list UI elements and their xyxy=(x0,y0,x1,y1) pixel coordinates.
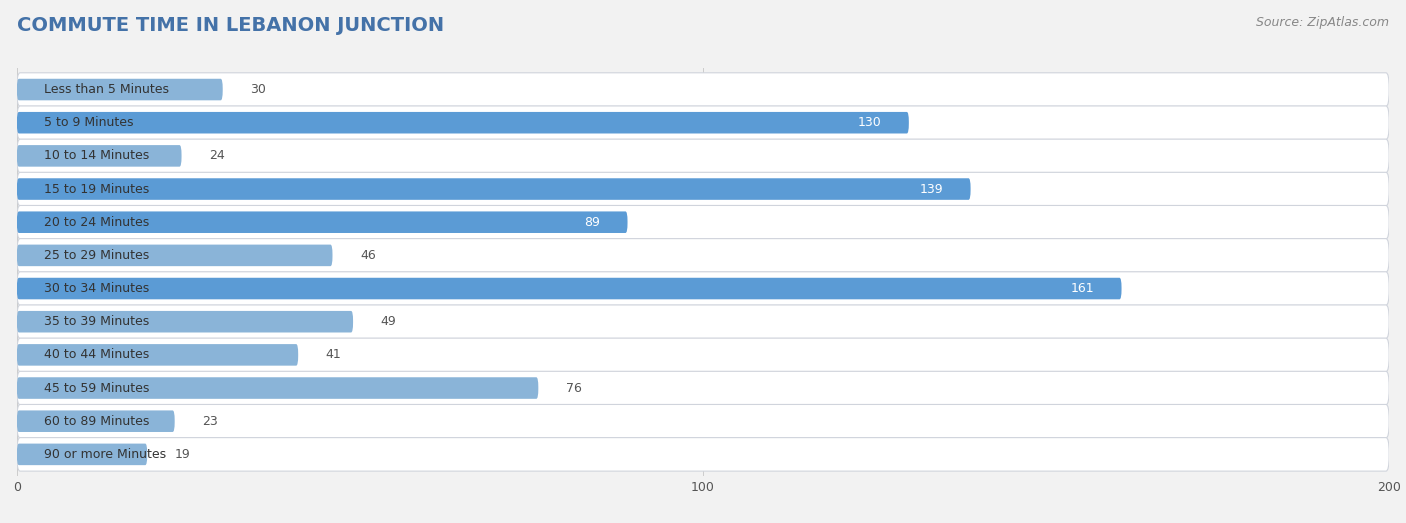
Text: 89: 89 xyxy=(585,215,600,229)
FancyBboxPatch shape xyxy=(17,338,1389,372)
Text: 24: 24 xyxy=(209,150,225,162)
Text: 40 to 44 Minutes: 40 to 44 Minutes xyxy=(45,348,149,361)
FancyBboxPatch shape xyxy=(17,272,1389,305)
Text: 161: 161 xyxy=(1070,282,1094,295)
FancyBboxPatch shape xyxy=(17,411,174,432)
Text: 46: 46 xyxy=(360,249,375,262)
Text: 76: 76 xyxy=(565,382,582,394)
FancyBboxPatch shape xyxy=(17,278,1122,299)
Text: 35 to 39 Minutes: 35 to 39 Minutes xyxy=(45,315,149,328)
Text: 30: 30 xyxy=(250,83,266,96)
FancyBboxPatch shape xyxy=(17,344,298,366)
Text: 139: 139 xyxy=(920,183,943,196)
Text: 19: 19 xyxy=(174,448,190,461)
FancyBboxPatch shape xyxy=(17,444,148,465)
FancyBboxPatch shape xyxy=(17,211,627,233)
FancyBboxPatch shape xyxy=(17,73,1389,106)
FancyBboxPatch shape xyxy=(17,238,1389,272)
Text: 30 to 34 Minutes: 30 to 34 Minutes xyxy=(45,282,149,295)
Text: 25 to 29 Minutes: 25 to 29 Minutes xyxy=(45,249,149,262)
FancyBboxPatch shape xyxy=(17,112,908,133)
FancyBboxPatch shape xyxy=(17,139,1389,173)
Text: 130: 130 xyxy=(858,116,882,129)
Text: 49: 49 xyxy=(381,315,396,328)
Text: 20 to 24 Minutes: 20 to 24 Minutes xyxy=(45,215,149,229)
Text: COMMUTE TIME IN LEBANON JUNCTION: COMMUTE TIME IN LEBANON JUNCTION xyxy=(17,16,444,35)
FancyBboxPatch shape xyxy=(17,106,1389,140)
FancyBboxPatch shape xyxy=(17,377,538,399)
Text: 60 to 89 Minutes: 60 to 89 Minutes xyxy=(45,415,149,428)
FancyBboxPatch shape xyxy=(17,245,332,266)
Text: 45 to 59 Minutes: 45 to 59 Minutes xyxy=(45,382,149,394)
FancyBboxPatch shape xyxy=(17,438,1389,471)
FancyBboxPatch shape xyxy=(17,178,970,200)
FancyBboxPatch shape xyxy=(17,145,181,167)
Text: 41: 41 xyxy=(326,348,342,361)
FancyBboxPatch shape xyxy=(17,311,353,333)
FancyBboxPatch shape xyxy=(17,206,1389,239)
Text: Less than 5 Minutes: Less than 5 Minutes xyxy=(45,83,169,96)
FancyBboxPatch shape xyxy=(17,404,1389,438)
FancyBboxPatch shape xyxy=(17,305,1389,338)
FancyBboxPatch shape xyxy=(17,79,222,100)
Text: 15 to 19 Minutes: 15 to 19 Minutes xyxy=(45,183,149,196)
Text: Source: ZipAtlas.com: Source: ZipAtlas.com xyxy=(1256,16,1389,29)
Text: 5 to 9 Minutes: 5 to 9 Minutes xyxy=(45,116,134,129)
Text: 10 to 14 Minutes: 10 to 14 Minutes xyxy=(45,150,149,162)
FancyBboxPatch shape xyxy=(17,371,1389,405)
Text: 23: 23 xyxy=(202,415,218,428)
Text: 90 or more Minutes: 90 or more Minutes xyxy=(45,448,166,461)
FancyBboxPatch shape xyxy=(17,172,1389,206)
